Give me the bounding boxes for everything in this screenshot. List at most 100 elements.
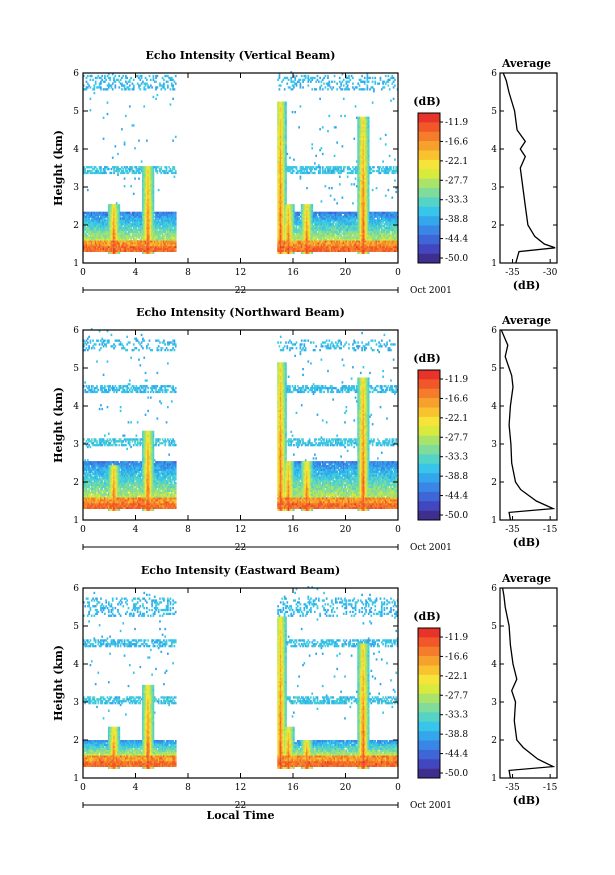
- heatmap-cell: [159, 230, 161, 233]
- heatmap-cell: [277, 156, 279, 159]
- heatmap-cell: [359, 154, 362, 157]
- heatmap-cell: [348, 215, 350, 218]
- heatmap-cell: [307, 204, 310, 207]
- heatmap-cell: [96, 215, 98, 218]
- heatmap-cell: [361, 137, 363, 140]
- heatmap-cell: [123, 215, 126, 218]
- heatmap-cell: [358, 175, 361, 178]
- heatmap-cell: [127, 80, 130, 83]
- heatmap-cell: [144, 206, 147, 209]
- heatmap-cell: [169, 247, 172, 251]
- heatmap-cell: [117, 240, 119, 243]
- heatmap-cell: [113, 217, 115, 220]
- heatmap-cell: [139, 168, 142, 171]
- heatmap-cell: [136, 234, 139, 237]
- heatmap-cell: [159, 244, 161, 247]
- heatmap-cell: [282, 168, 285, 171]
- heatmap-cell: [308, 244, 311, 247]
- heatmap-cell: [331, 80, 333, 83]
- heatmap-cell: [331, 225, 333, 228]
- heatmap-cell: [118, 204, 121, 207]
- heatmap-cell: [172, 139, 174, 142]
- heatmap-cell: [278, 230, 281, 233]
- heatmap-cell: [308, 232, 311, 235]
- heatmap-cell: [134, 147, 136, 150]
- heatmap-cell: [139, 242, 142, 245]
- heatmap-cell: [286, 215, 289, 218]
- heatmap-cell: [84, 171, 87, 175]
- heatmap-cell: [342, 78, 345, 81]
- heatmap-cell: [161, 76, 164, 80]
- heatmap-cell: [140, 223, 143, 226]
- heatmap-cell: [295, 232, 298, 235]
- heatmap-cell: [83, 226, 85, 230]
- heatmap-cell: [102, 247, 105, 251]
- heatmap-cell: [366, 192, 369, 195]
- heatmap-cell: [132, 192, 135, 195]
- heatmap-cell: [174, 82, 177, 85]
- heatmap-cell: [143, 226, 146, 230]
- heatmap-cell: [278, 101, 281, 104]
- heatmap-cell: [283, 126, 286, 129]
- heatmap-cell: [367, 206, 370, 209]
- heatmap-cell: [142, 166, 144, 169]
- heatmap-cell: [101, 223, 104, 226]
- heatmap-cell: [282, 149, 285, 152]
- heatmap-cell: [148, 225, 151, 228]
- heatmap-cell: [107, 236, 110, 239]
- heatmap-cell: [323, 217, 325, 220]
- heatmap-cell: [363, 183, 366, 186]
- heatmap-cell: [306, 169, 308, 173]
- heatmap-cell: [282, 194, 285, 197]
- heatmap-cell: [371, 101, 374, 104]
- heatmap-cell: [146, 168, 148, 171]
- heatmap-cell: [126, 82, 129, 85]
- heatmap-cell: [153, 221, 156, 224]
- heatmap-cell: [291, 209, 294, 213]
- heatmap-cell: [278, 221, 281, 224]
- heatmap-cell: [323, 213, 325, 216]
- heatmap-cell: [278, 156, 281, 159]
- heatmap-cell: [160, 84, 163, 87]
- heatmap-cell: [142, 236, 144, 239]
- heatmap-cell: [362, 207, 365, 211]
- heatmap-cell: [109, 228, 111, 232]
- heatmap-cell: [349, 245, 352, 249]
- heatmap-cell: [281, 198, 283, 201]
- heatmap-cell: [324, 244, 327, 247]
- heatmap-cell: [358, 168, 361, 171]
- heatmap-cell: [375, 228, 378, 232]
- heatmap-cell: [125, 80, 127, 83]
- heatmap-cell: [327, 228, 329, 232]
- heatmap-cell: [113, 244, 115, 247]
- heatmap-cell: [98, 245, 101, 249]
- heatmap-cell: [122, 215, 125, 218]
- heatmap-cell: [336, 88, 339, 91]
- heatmap-cell: [353, 234, 356, 237]
- heatmap-cell: [366, 188, 369, 192]
- heatmap-cell: [365, 249, 367, 252]
- heatmap-cell: [362, 130, 365, 133]
- heatmap-cell: [282, 219, 285, 222]
- heatmap-cell: [121, 232, 123, 235]
- heatmap-cell: [118, 244, 121, 247]
- heatmap-cell: [363, 116, 366, 119]
- heatmap-cell: [357, 202, 360, 205]
- heatmap-cell: [317, 221, 320, 224]
- heatmap-cell: [285, 207, 287, 211]
- heatmap-cell: [279, 228, 282, 232]
- heatmap-cell: [325, 171, 328, 175]
- heatmap-cell: [369, 169, 371, 173]
- heatmap-cell: [349, 219, 352, 222]
- heatmap-cell: [287, 207, 290, 211]
- heatmap-cell: [319, 215, 321, 218]
- heatmap-cell: [362, 152, 365, 156]
- heatmap-cell: [88, 215, 90, 218]
- heatmap-cell: [105, 236, 108, 239]
- heatmap-cell: [296, 249, 299, 252]
- heatmap-cell: [152, 175, 155, 178]
- heatmap-cell: [341, 228, 344, 232]
- heatmap-cell: [131, 169, 134, 173]
- heatmap-cell: [319, 223, 321, 226]
- heatmap-cell: [174, 135, 177, 138]
